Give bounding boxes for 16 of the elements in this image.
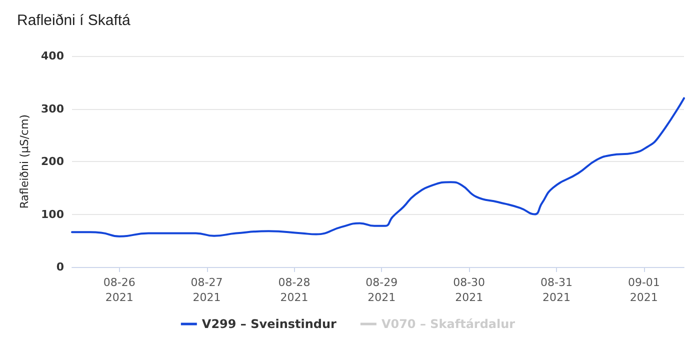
x-tick-label: 08-30 2021	[453, 276, 486, 304]
x-tick-label: 08-26 2021	[103, 276, 136, 304]
chart-title: Rafleiðni í Skaftá	[17, 12, 132, 29]
x-tick-label: 08-27 2021	[190, 276, 223, 304]
line-series	[71, 97, 685, 238]
x-tick-label: 08-31 2021	[540, 276, 572, 304]
y-axis-title: Rafleiðni (µS/cm)	[18, 114, 32, 209]
y-tick-label: 300	[41, 102, 64, 116]
x-tick-label: 09-01 2021	[628, 276, 660, 304]
y-tick-label: 100	[41, 208, 64, 221]
x-tick-label: 08-29 2021	[366, 276, 398, 304]
y-tick-label: 0	[56, 260, 64, 274]
legend-label: V299 – Sveinstindur	[202, 317, 337, 331]
y-tick-label: 200	[41, 155, 64, 168]
y-tick-label: 400	[41, 50, 64, 62]
x-tick-label: 08-28 2021	[278, 276, 310, 304]
